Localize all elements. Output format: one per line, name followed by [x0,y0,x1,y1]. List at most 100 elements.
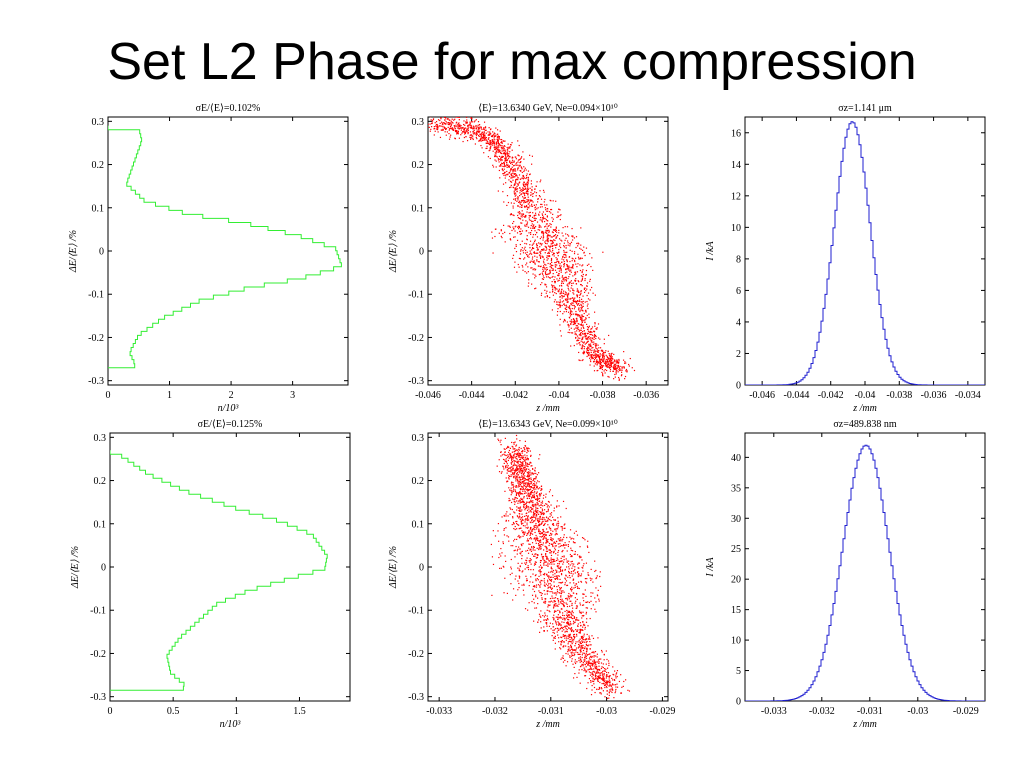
scatter-point [591,578,593,580]
scatter-point [576,605,579,607]
scatter-point [602,673,604,675]
scatter-point [607,681,609,683]
scatter-point [568,329,571,331]
scatter-point [529,560,531,562]
scatter-point [567,266,569,268]
scatter-point [548,604,550,607]
scatter-point [530,219,532,222]
scatter-point [538,261,540,263]
scatter-point [465,130,467,132]
scatter-point [441,121,443,123]
scatter-point [514,528,516,531]
scatter-point [519,479,521,481]
scatter-point [492,139,494,141]
scatter-point [536,525,538,527]
scatter-point [526,272,528,274]
scatter-point [594,322,596,324]
scatter-point [601,371,603,373]
scatter-point [479,130,481,132]
scatter-point [509,232,511,235]
scatter-point [524,224,526,226]
scatter-point [466,122,468,124]
scatter-point [517,516,519,518]
scatter-point [585,637,587,640]
scatter-point [564,298,567,300]
scatter-point [611,683,614,685]
scatter-point [532,494,534,497]
scatter-point [598,662,600,664]
scatter-point [449,125,452,128]
scatter-point [616,360,619,362]
scatter-point [595,668,597,670]
scatter-point [561,570,564,572]
scatter-point [542,216,545,218]
scatter-point [527,447,529,449]
scatter-point [537,542,540,545]
scatter-point [581,279,583,281]
scatter-point [532,504,534,506]
scatter-point [535,204,537,206]
scatter-point [545,550,548,552]
scatter-point [505,465,507,468]
scatter-point [580,290,583,292]
scatter-point [538,613,541,615]
scatter-point [517,536,519,538]
scatter-point [531,244,533,246]
scatter-point [549,597,552,600]
scatter-point [519,202,521,204]
scatter-point [583,330,586,332]
scatter-point [569,644,572,646]
scatter-point [542,516,544,518]
scatter-point [541,243,543,245]
scatter-point [518,485,520,488]
scatter-point [573,293,575,295]
scatter-point [567,544,569,546]
scatter-point [527,226,530,228]
scatter-point [580,659,582,661]
scatter-point [596,327,598,329]
scatter-point [569,553,571,556]
scatter-point [546,248,548,250]
scatter-point [545,583,547,585]
scatter-point [507,159,509,161]
scatter-point [513,168,515,170]
plot-area [110,450,328,691]
scatter-point [532,220,534,222]
scatter-point [595,328,597,330]
scatter-point [434,122,436,124]
scatter-point [557,538,559,540]
scatter-point [529,173,531,175]
scatter-point [426,124,427,125]
scatter-point [530,253,533,255]
scatter-point [560,590,562,592]
scatter-point [557,621,559,623]
scatter-point [539,256,542,258]
y-tick-label: -0.2 [408,649,424,660]
scatter-point [605,369,608,372]
scatter-point [586,351,588,354]
scatter-point [510,508,512,510]
scatter-point [534,191,536,193]
scatter-point [588,352,591,354]
scatter-point [599,353,601,355]
scatter-point [467,125,469,128]
scatter-point [590,328,592,330]
scatter-point [587,664,589,666]
scatter-point [582,336,584,338]
scatter-point [512,469,514,471]
scatter-point [594,356,596,358]
scatter-point [534,586,536,588]
scatter-point [526,549,529,552]
scatter-point [555,621,557,623]
scatter-point [582,624,585,626]
scatter-point [463,127,466,129]
scatter-point [605,650,607,652]
scatter-point [501,552,503,554]
scatter-point [526,557,528,559]
scatter-point [498,556,500,559]
scatter-point [580,301,582,303]
scatter-point [608,367,611,369]
scatter-point [618,379,620,381]
scatter-point [499,144,501,146]
scatter-point [553,606,555,608]
